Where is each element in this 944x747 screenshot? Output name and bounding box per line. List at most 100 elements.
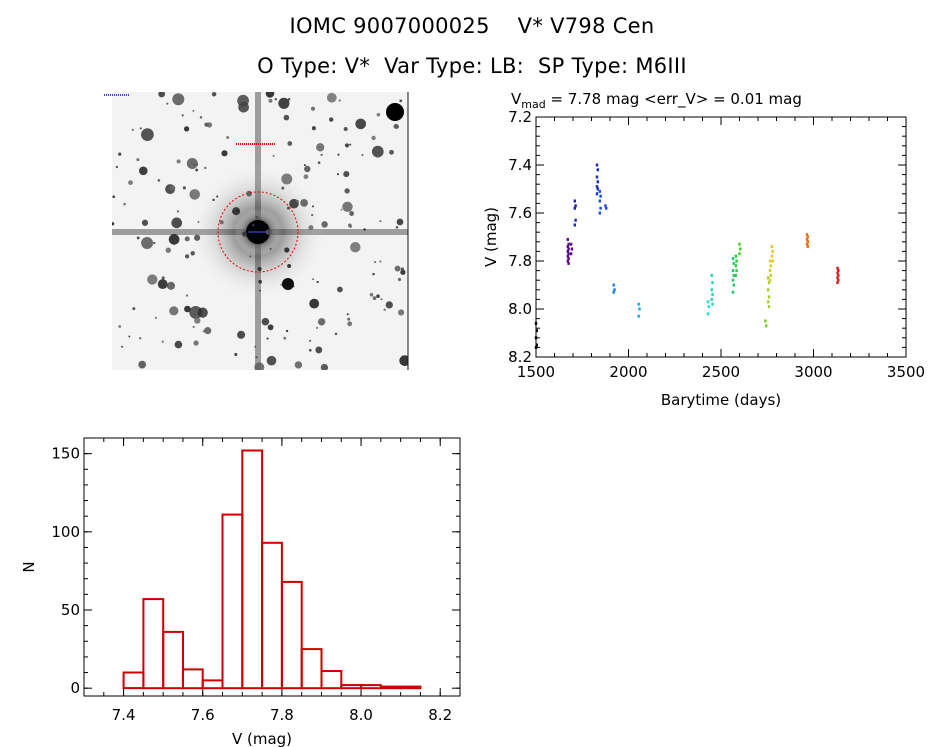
field-star [311, 126, 316, 131]
y-tick-label: 100 [51, 523, 80, 541]
data-point [806, 235, 809, 239]
y-axis-label: N [20, 561, 38, 572]
data-point [567, 242, 570, 246]
data-point [707, 305, 710, 309]
x-axis-label: V (mag) [232, 730, 292, 747]
data-point [836, 266, 839, 270]
field-star [400, 267, 404, 271]
histogram-bar [261, 541, 283, 690]
field-star [355, 118, 367, 130]
field-star [361, 153, 364, 157]
data-point [731, 290, 735, 294]
y-tick-label: 8.0 [508, 300, 532, 318]
data-point [605, 206, 608, 210]
field-star [237, 94, 249, 107]
field-star [329, 117, 334, 122]
field-star [232, 207, 241, 216]
field-star [397, 277, 402, 282]
field-star [242, 231, 248, 237]
data-point [567, 252, 570, 256]
field-star [308, 225, 314, 231]
field-star [204, 166, 207, 170]
field-star [309, 298, 320, 309]
data-point [573, 223, 576, 227]
field-star [317, 317, 326, 326]
data-point [535, 343, 538, 347]
field-star [182, 186, 186, 190]
data-point [805, 233, 809, 237]
data-point [567, 247, 570, 251]
field-star [204, 327, 212, 335]
field-star [154, 316, 157, 319]
field-star [128, 335, 131, 338]
data-point [836, 276, 839, 280]
data-point [638, 307, 641, 311]
field-star [181, 114, 184, 117]
data-point [566, 259, 569, 263]
data-point [710, 297, 713, 301]
field-star [174, 340, 183, 349]
field-star [216, 195, 219, 198]
y-tick-label: 7.6 [508, 204, 532, 222]
field-star [237, 330, 246, 339]
x-tick-label: 7.6 [191, 706, 215, 724]
data-point [599, 194, 602, 198]
field-star [281, 173, 293, 185]
data-point [598, 199, 601, 203]
data-point [837, 278, 840, 282]
data-point [706, 300, 710, 304]
field-star [141, 219, 149, 226]
field-star [281, 186, 285, 190]
field-star [189, 189, 200, 200]
field-star [316, 143, 325, 152]
data-point [569, 252, 573, 256]
field-star [265, 92, 275, 98]
field-star [372, 272, 375, 276]
field-star [112, 222, 115, 226]
data-point [767, 305, 771, 309]
field-star [195, 168, 199, 172]
data-point [612, 290, 615, 294]
field-star [257, 266, 262, 272]
field-star [118, 325, 122, 328]
field-star [112, 195, 116, 199]
field-star [236, 209, 239, 212]
field-star [197, 220, 200, 224]
field-star [376, 112, 381, 117]
data-point [711, 302, 714, 306]
data-point [711, 281, 714, 285]
data-point [637, 302, 640, 306]
field-star [141, 128, 154, 141]
data-point [570, 247, 574, 251]
data-point [612, 283, 615, 287]
x-tick-label: 1500 [517, 363, 555, 381]
field-star [284, 247, 290, 253]
chart-title-line2: O Type: V* Var Type: LB: SP Type: M6III [257, 54, 687, 78]
field-star [158, 92, 166, 98]
field-star [141, 236, 154, 250]
data-point [734, 264, 737, 268]
data-point [598, 189, 601, 193]
data-point [770, 245, 774, 249]
histogram-bar [399, 685, 422, 690]
y-tick-label: 50 [61, 601, 80, 619]
field-star [379, 220, 382, 223]
field-star [183, 126, 190, 132]
field-star [278, 97, 290, 109]
field-star [321, 221, 328, 228]
field-star [326, 92, 337, 103]
data-point [566, 237, 569, 241]
data-point [706, 312, 710, 316]
data-point [836, 271, 839, 275]
data-point [731, 269, 735, 273]
x-tick-label: 3000 [794, 363, 832, 381]
field-star [138, 166, 148, 176]
field-star [400, 269, 406, 275]
field-star [254, 362, 265, 370]
field-star [371, 135, 376, 141]
field-star [285, 329, 289, 333]
field-star [282, 278, 294, 290]
field-star [169, 306, 179, 316]
data-point [534, 336, 538, 340]
field-star [255, 356, 258, 359]
